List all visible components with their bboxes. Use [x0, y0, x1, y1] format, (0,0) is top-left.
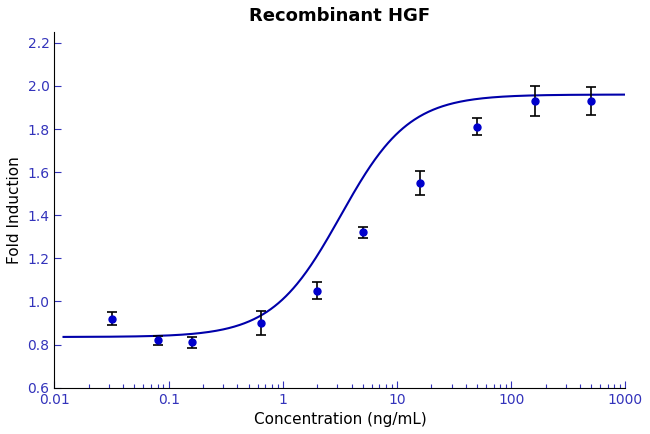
X-axis label: Concentration (ng/mL): Concentration (ng/mL) — [254, 412, 426, 427]
Title: Recombinant HGF: Recombinant HGF — [250, 7, 430, 25]
Y-axis label: Fold Induction: Fold Induction — [7, 156, 22, 264]
